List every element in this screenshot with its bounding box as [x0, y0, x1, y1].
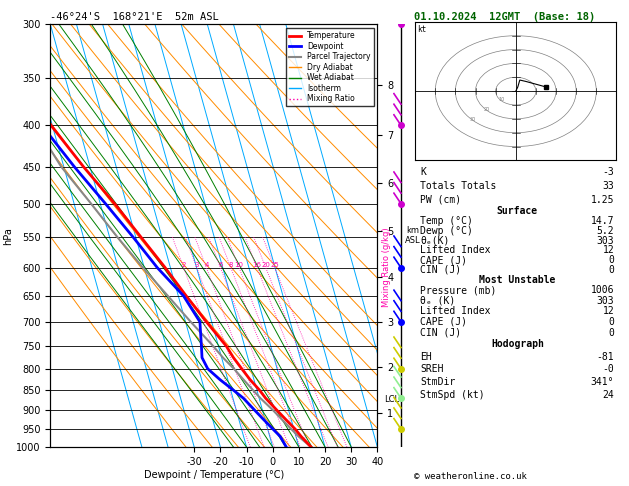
Text: K: K	[420, 167, 426, 177]
Text: 14.7: 14.7	[591, 216, 615, 226]
Text: 25: 25	[270, 262, 279, 268]
Text: 16: 16	[252, 262, 262, 268]
Text: SREH: SREH	[420, 364, 444, 374]
Text: 30: 30	[469, 117, 476, 122]
Text: Dewp (°C): Dewp (°C)	[420, 226, 473, 236]
Text: Pressure (mb): Pressure (mb)	[420, 285, 497, 295]
Text: -46°24'S  168°21'E  52m ASL: -46°24'S 168°21'E 52m ASL	[50, 12, 219, 22]
Text: 20: 20	[484, 107, 490, 112]
Text: Most Unstable: Most Unstable	[479, 275, 555, 285]
Text: 10: 10	[235, 262, 243, 268]
Text: StmSpd (kt): StmSpd (kt)	[420, 390, 485, 399]
Text: 3: 3	[194, 262, 199, 268]
Text: Mixing Ratio (g/kg): Mixing Ratio (g/kg)	[382, 227, 391, 307]
Text: θₑ (K): θₑ (K)	[420, 296, 455, 306]
Text: 4: 4	[204, 262, 209, 268]
Text: -0: -0	[603, 364, 615, 374]
Text: θₑ(K): θₑ(K)	[420, 236, 450, 245]
Text: 8: 8	[228, 262, 233, 268]
Text: 303: 303	[597, 296, 615, 306]
Text: CIN (J): CIN (J)	[420, 328, 462, 337]
Text: 0: 0	[608, 265, 615, 275]
X-axis label: Dewpoint / Temperature (°C): Dewpoint / Temperature (°C)	[144, 469, 284, 480]
Text: 341°: 341°	[591, 377, 615, 387]
Text: Totals Totals: Totals Totals	[420, 181, 497, 191]
Text: Lifted Index: Lifted Index	[420, 307, 491, 316]
Text: 0: 0	[608, 255, 615, 265]
Text: -81: -81	[597, 352, 615, 362]
Text: 0: 0	[608, 328, 615, 337]
Text: -3: -3	[603, 167, 615, 177]
Text: © weatheronline.co.uk: © weatheronline.co.uk	[414, 472, 526, 481]
Text: 0: 0	[608, 317, 615, 327]
Text: StmDir: StmDir	[420, 377, 455, 387]
Text: CAPE (J): CAPE (J)	[420, 255, 467, 265]
Text: CAPE (J): CAPE (J)	[420, 317, 467, 327]
Text: 6: 6	[218, 262, 223, 268]
Text: PW (cm): PW (cm)	[420, 195, 462, 205]
Y-axis label: km
ASL: km ASL	[405, 226, 421, 245]
Text: 2: 2	[181, 262, 186, 268]
Text: 1006: 1006	[591, 285, 615, 295]
Text: Lifted Index: Lifted Index	[420, 245, 491, 255]
Text: 10: 10	[498, 97, 504, 102]
Text: 33: 33	[603, 181, 615, 191]
Text: Temp (°C): Temp (°C)	[420, 216, 473, 226]
Text: 12: 12	[603, 245, 615, 255]
Text: LCL: LCL	[384, 395, 399, 403]
Text: 5.2: 5.2	[597, 226, 615, 236]
Text: Hodograph: Hodograph	[491, 339, 544, 349]
Text: 1.25: 1.25	[591, 195, 615, 205]
Text: Surface: Surface	[497, 207, 538, 216]
Text: 24: 24	[603, 390, 615, 399]
Y-axis label: hPa: hPa	[3, 227, 13, 244]
Text: 01.10.2024  12GMT  (Base: 18): 01.10.2024 12GMT (Base: 18)	[414, 12, 595, 22]
Text: 20: 20	[262, 262, 270, 268]
Text: CIN (J): CIN (J)	[420, 265, 462, 275]
Text: kt: kt	[417, 25, 426, 34]
Legend: Temperature, Dewpoint, Parcel Trajectory, Dry Adiabat, Wet Adiabat, Isotherm, Mi: Temperature, Dewpoint, Parcel Trajectory…	[286, 28, 374, 106]
Text: 303: 303	[597, 236, 615, 245]
Text: EH: EH	[420, 352, 432, 362]
Text: 12: 12	[603, 307, 615, 316]
